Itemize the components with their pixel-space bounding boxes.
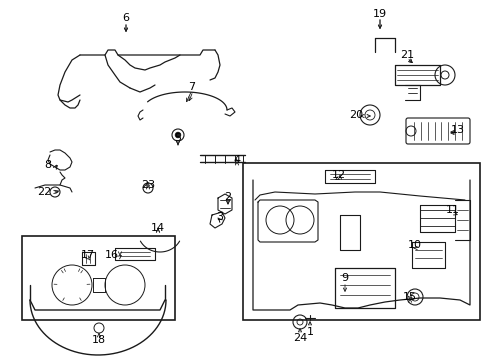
Text: 10: 10 bbox=[407, 240, 421, 250]
Text: 15: 15 bbox=[402, 292, 416, 302]
Text: 17: 17 bbox=[81, 250, 95, 260]
Bar bbox=[243, 163, 479, 320]
Text: 4: 4 bbox=[233, 155, 240, 165]
Text: 9: 9 bbox=[341, 273, 348, 283]
Bar bbox=[22, 236, 175, 320]
Text: 5: 5 bbox=[174, 133, 181, 143]
Text: 2: 2 bbox=[224, 192, 231, 202]
Circle shape bbox=[175, 132, 180, 138]
Text: 7: 7 bbox=[188, 82, 195, 92]
Text: 1: 1 bbox=[306, 327, 313, 337]
Text: 14: 14 bbox=[151, 223, 165, 233]
Text: 11: 11 bbox=[445, 205, 459, 215]
Text: 12: 12 bbox=[331, 170, 346, 180]
Text: 21: 21 bbox=[399, 50, 413, 60]
Text: 19: 19 bbox=[372, 9, 386, 19]
Text: 8: 8 bbox=[44, 160, 51, 170]
Text: 3: 3 bbox=[216, 212, 223, 222]
Text: 16: 16 bbox=[105, 250, 119, 260]
Text: 6: 6 bbox=[122, 13, 129, 23]
Text: 20: 20 bbox=[348, 110, 362, 120]
Text: 24: 24 bbox=[292, 333, 306, 343]
Text: 13: 13 bbox=[450, 125, 464, 135]
Text: 18: 18 bbox=[92, 335, 106, 345]
Text: 22: 22 bbox=[37, 187, 51, 197]
Text: 23: 23 bbox=[141, 180, 155, 190]
